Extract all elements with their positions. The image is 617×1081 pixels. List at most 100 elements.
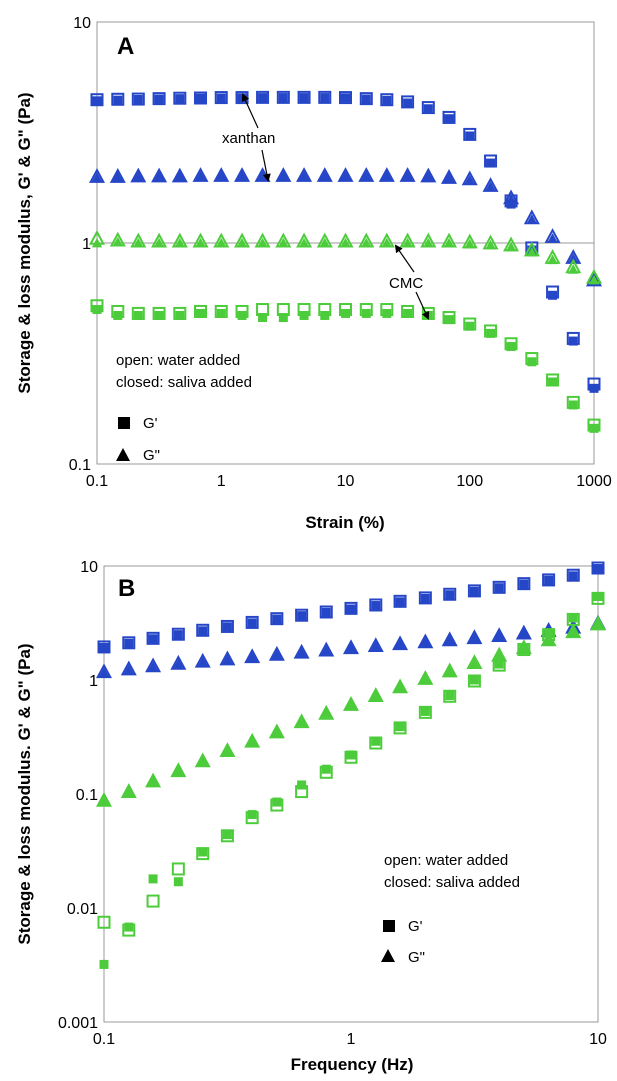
data-point xyxy=(133,171,144,181)
data-point xyxy=(465,131,475,141)
data-point xyxy=(467,584,481,598)
data-point xyxy=(153,171,165,181)
panel-a-x-tick-label: 1 xyxy=(217,473,226,490)
data-point xyxy=(216,308,226,318)
data-point xyxy=(371,601,381,611)
data-point xyxy=(466,654,483,670)
panel-b-y-axis-title: Storage & loss modulus. G' & G" (Pa) xyxy=(15,643,34,944)
annotation-xanthan-arrow-2 xyxy=(261,149,271,182)
data-point xyxy=(91,172,103,182)
data-point xyxy=(381,170,392,181)
panel-a-x-tick-label: 0.1 xyxy=(86,473,108,490)
data-point xyxy=(197,656,208,667)
data-point xyxy=(222,745,233,756)
data-point xyxy=(197,756,208,766)
data-point xyxy=(246,736,258,747)
panel-a-x-tick-label: 1000 xyxy=(576,473,612,490)
data-point xyxy=(392,635,409,651)
data-point xyxy=(151,167,168,183)
data-point xyxy=(568,571,578,581)
data-point xyxy=(420,167,437,183)
legend-a-square-marker xyxy=(118,417,130,429)
data-point xyxy=(345,699,357,710)
panel-b-y-tick-label: 0.1 xyxy=(76,787,98,804)
panel-b-y-tick-label: 0.001 xyxy=(58,1015,98,1032)
data-point xyxy=(466,629,483,645)
data-point xyxy=(97,915,111,929)
data-point xyxy=(174,237,185,248)
data-point xyxy=(469,632,480,643)
data-point xyxy=(444,635,455,645)
data-point xyxy=(392,678,409,694)
data-point xyxy=(403,308,413,318)
data-point xyxy=(465,321,475,331)
data-point xyxy=(219,650,236,666)
panel-b-marks xyxy=(95,561,607,969)
data-point xyxy=(171,167,188,183)
data-point xyxy=(194,91,208,105)
data-point xyxy=(272,797,282,807)
data-point xyxy=(417,670,434,685)
data-point xyxy=(486,158,496,168)
data-point xyxy=(216,170,227,181)
data-point xyxy=(271,727,283,737)
data-point xyxy=(153,237,165,248)
data-point xyxy=(318,641,335,657)
data-point xyxy=(196,623,210,637)
data-point xyxy=(589,423,599,433)
data-point xyxy=(420,673,431,684)
panel-a-x-tick-label: 10 xyxy=(337,473,355,490)
data-point xyxy=(245,615,259,629)
data-point xyxy=(175,310,185,320)
data-point xyxy=(320,310,330,320)
panel-b-x-tick-label: 1 xyxy=(347,1031,356,1048)
data-point xyxy=(444,666,455,676)
data-point xyxy=(220,619,234,633)
data-point xyxy=(370,641,381,651)
data-point xyxy=(337,167,354,182)
data-point xyxy=(403,98,413,108)
panel-a-y-tick-label: 10 xyxy=(73,15,91,32)
data-point xyxy=(341,308,350,318)
data-point xyxy=(268,723,285,739)
data-point xyxy=(258,313,268,323)
data-point xyxy=(171,627,185,641)
series-cmc-g-saliva xyxy=(99,592,603,969)
data-point xyxy=(173,765,184,776)
data-point xyxy=(293,713,310,729)
panel-a: 0.1 1 10 100 1000 0.1 1 10 A Strain (%) Storage… xyxy=(15,15,612,532)
data-point xyxy=(518,628,530,638)
data-point xyxy=(318,704,335,720)
data-point xyxy=(542,628,556,642)
data-point xyxy=(256,90,270,104)
data-point xyxy=(318,90,332,104)
panel-a-marks xyxy=(88,90,603,433)
data-point xyxy=(88,168,106,183)
data-point xyxy=(133,310,143,320)
data-point xyxy=(173,877,183,887)
data-point xyxy=(420,706,430,716)
data-point xyxy=(97,640,111,654)
data-point xyxy=(216,93,226,103)
data-point xyxy=(345,643,357,653)
panel-b-x-tick-label: 0.1 xyxy=(93,1031,115,1048)
panel-a-tick-labels: 0.1 1 10 100 1000 0.1 1 10 xyxy=(69,15,612,490)
data-point xyxy=(145,772,162,788)
data-point xyxy=(441,662,458,678)
data-point xyxy=(515,624,532,640)
data-point xyxy=(367,637,384,653)
data-point xyxy=(519,579,529,589)
data-point xyxy=(123,664,134,675)
data-point xyxy=(402,237,413,248)
data-point xyxy=(112,171,123,182)
data-point xyxy=(417,633,434,649)
data-point xyxy=(213,167,230,182)
data-point xyxy=(469,586,479,596)
data-point xyxy=(568,613,578,623)
data-point xyxy=(123,786,134,797)
data-point xyxy=(486,328,496,338)
data-point xyxy=(122,636,136,650)
data-point xyxy=(236,170,248,181)
data-point xyxy=(133,94,143,104)
data-point xyxy=(565,623,582,639)
